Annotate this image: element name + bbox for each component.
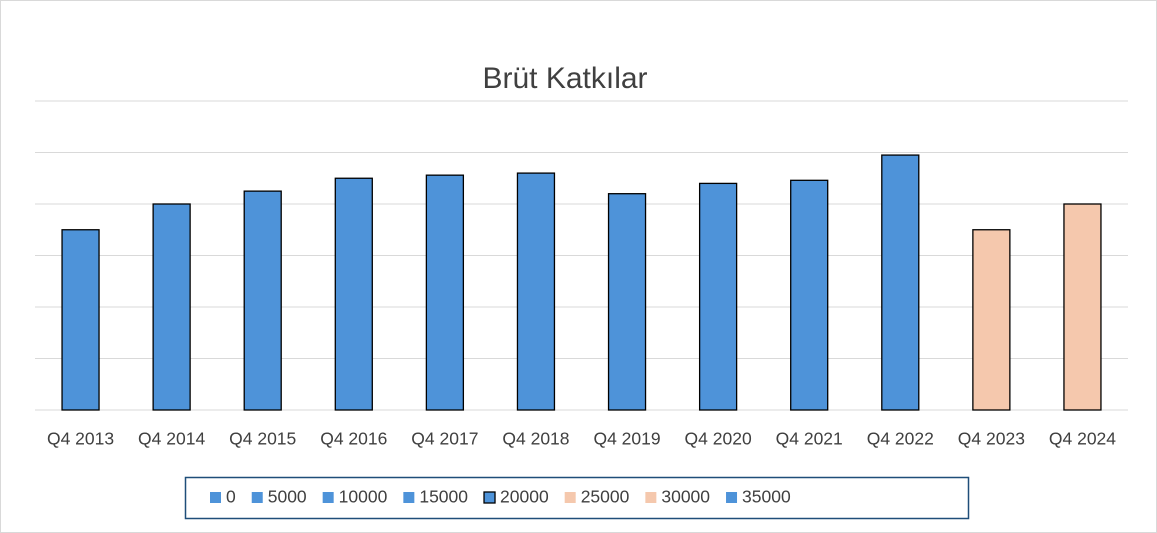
x-tick-label: Q4 2015 xyxy=(229,429,296,449)
bar xyxy=(1063,203,1102,411)
bar xyxy=(790,179,829,411)
legend-swatch xyxy=(483,491,496,504)
x-tick-label: Q4 2021 xyxy=(776,429,843,449)
legend-label: 30000 xyxy=(661,487,710,507)
legend-label: 5000 xyxy=(268,487,307,507)
legend-swatch xyxy=(403,492,415,503)
bar xyxy=(152,203,191,411)
legend-swatch xyxy=(645,492,657,503)
x-tick-label: Q4 2016 xyxy=(320,429,387,449)
x-tick-label: Q4 2022 xyxy=(867,429,934,449)
legend-swatch xyxy=(251,492,263,503)
legend-swatch xyxy=(564,492,576,503)
legend-swatch xyxy=(210,492,221,503)
bar xyxy=(607,193,647,411)
chart-title: Brüt Katkılar xyxy=(482,62,647,95)
bar xyxy=(516,172,556,411)
x-tick-label: Q4 2018 xyxy=(502,429,569,449)
bar xyxy=(425,174,465,411)
legend-label: 35000 xyxy=(742,487,791,507)
bar xyxy=(334,177,373,411)
legend-label: 25000 xyxy=(581,487,630,507)
legend-label: 10000 xyxy=(339,487,388,507)
bar xyxy=(698,182,738,411)
x-tick-label: Q4 2019 xyxy=(593,429,660,449)
x-tick-label: Q4 2014 xyxy=(138,429,205,449)
bar xyxy=(243,190,282,411)
x-tick-label: Q4 2017 xyxy=(411,429,478,449)
legend-swatch xyxy=(322,492,334,503)
bar xyxy=(881,154,920,411)
x-tick-label: Q4 2020 xyxy=(685,429,752,449)
legend-label: 20000 xyxy=(500,487,549,507)
legend-swatch xyxy=(726,492,738,503)
x-tick-label: Q4 2023 xyxy=(958,429,1025,449)
legend-box xyxy=(184,476,970,520)
bar xyxy=(972,229,1011,411)
x-tick-label: Q4 2013 xyxy=(47,429,114,449)
bar xyxy=(61,229,100,411)
legend-label: 0 xyxy=(226,487,236,507)
legend-label: 15000 xyxy=(419,487,468,507)
x-tick-label: Q4 2024 xyxy=(1049,429,1116,449)
